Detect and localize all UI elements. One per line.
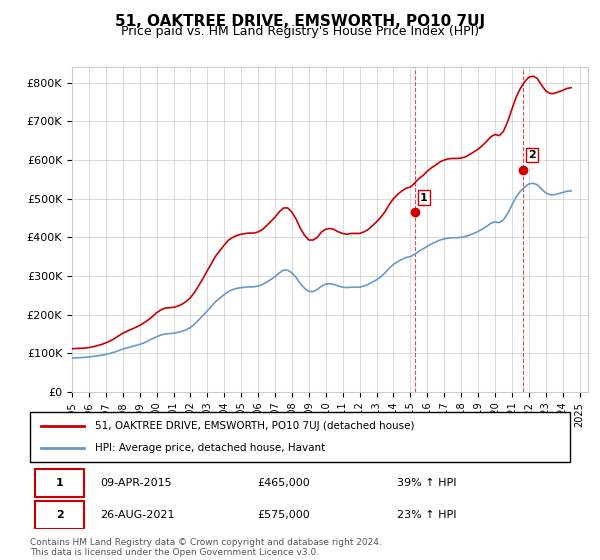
Text: HPI: Average price, detached house, Havant: HPI: Average price, detached house, Hava…: [95, 443, 325, 453]
FancyBboxPatch shape: [35, 501, 84, 529]
Text: £575,000: £575,000: [257, 510, 310, 520]
Text: £465,000: £465,000: [257, 478, 310, 488]
Text: 09-APR-2015: 09-APR-2015: [100, 478, 172, 488]
Text: Price paid vs. HM Land Registry's House Price Index (HPI): Price paid vs. HM Land Registry's House …: [121, 25, 479, 38]
Text: 2: 2: [528, 150, 536, 160]
FancyBboxPatch shape: [35, 469, 84, 497]
Text: 1: 1: [56, 478, 64, 488]
Text: 23% ↑ HPI: 23% ↑ HPI: [397, 510, 457, 520]
FancyBboxPatch shape: [30, 412, 570, 462]
Text: 51, OAKTREE DRIVE, EMSWORTH, PO10 7UJ: 51, OAKTREE DRIVE, EMSWORTH, PO10 7UJ: [115, 14, 485, 29]
Text: 51, OAKTREE DRIVE, EMSWORTH, PO10 7UJ (detached house): 51, OAKTREE DRIVE, EMSWORTH, PO10 7UJ (d…: [95, 421, 415, 431]
Text: 39% ↑ HPI: 39% ↑ HPI: [397, 478, 457, 488]
Text: 26-AUG-2021: 26-AUG-2021: [100, 510, 175, 520]
Text: Contains HM Land Registry data © Crown copyright and database right 2024.
This d: Contains HM Land Registry data © Crown c…: [30, 538, 382, 557]
Text: 1: 1: [420, 193, 428, 203]
Text: 2: 2: [56, 510, 64, 520]
